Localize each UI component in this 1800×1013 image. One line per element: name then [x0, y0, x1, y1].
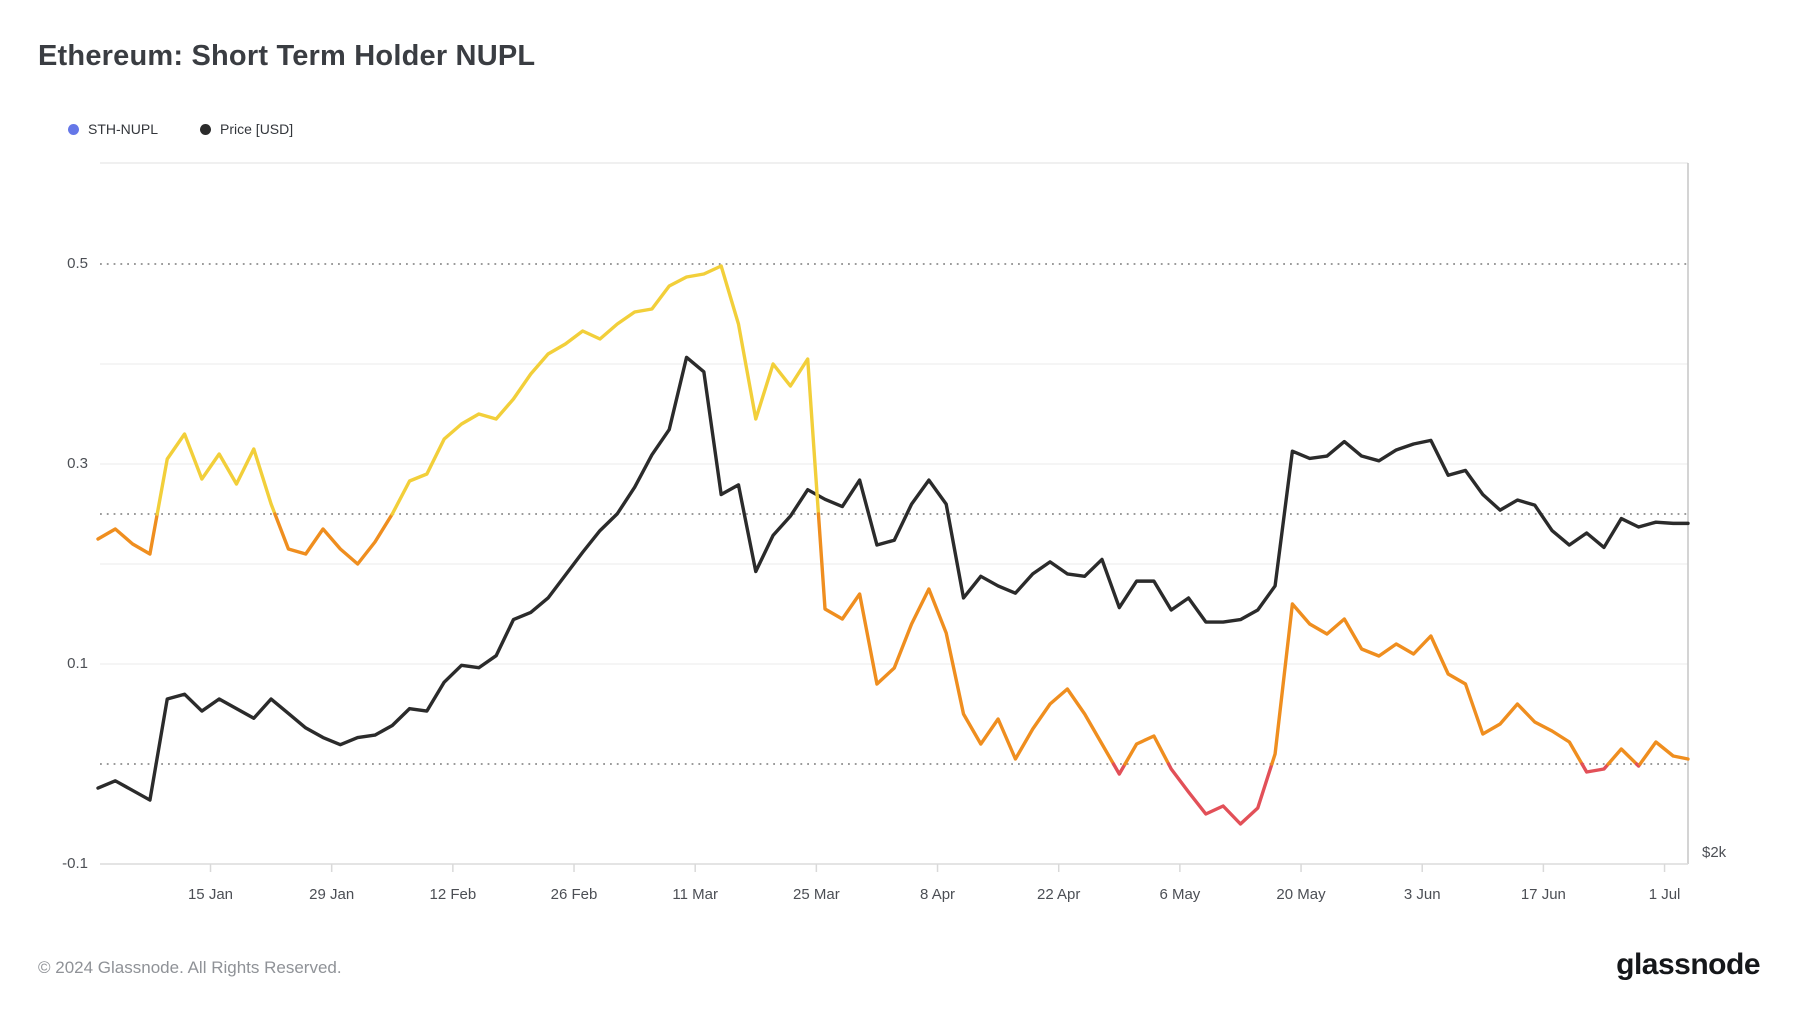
x-axis-label: 15 Jan	[187, 886, 234, 903]
legend-item-sth-nupl[interactable]: STH-NUPL	[68, 121, 158, 137]
price-series-dot-icon	[200, 123, 212, 135]
x-axis-label: 12 Feb	[429, 886, 477, 903]
y-axis-label: 0.5	[67, 255, 88, 272]
chart-legend: STH-NUPL Price [USD]	[68, 121, 293, 137]
glassnode-logo: glassnode	[1616, 948, 1760, 981]
x-axis-label: 1 Jul	[1648, 886, 1681, 903]
legend-item-price-usd[interactable]: Price [USD]	[200, 121, 293, 137]
x-axis-label: 3 Jun	[1403, 886, 1441, 903]
copyright-text: © 2024 Glassnode. All Rights Reserved.	[38, 958, 342, 977]
x-axis-label: 25 Mar	[793, 886, 840, 903]
x-axis-label: 22 Apr	[1037, 886, 1081, 903]
x-axis-label: 17 Jun	[1520, 886, 1566, 903]
x-axis-label: 20 May	[1276, 886, 1326, 903]
y-axis-label: 0.3	[67, 455, 88, 472]
y-axis-label: -0.1	[62, 855, 88, 872]
x-axis-label: 26 Feb	[550, 886, 598, 903]
x-axis-label: 11 Mar	[672, 886, 718, 903]
legend-label-price-usd: Price [USD]	[220, 121, 294, 137]
sth-nupl-series-dot-icon	[68, 123, 79, 135]
x-axis-label: 8 Apr	[920, 886, 956, 903]
x-axis-label: 29 Jan	[309, 886, 355, 903]
price-axis-label: $2k	[1702, 844, 1727, 861]
page-title: Ethereum: Short Term Holder NUPL	[38, 40, 536, 72]
legend-label-sth-nupl: STH-NUPL	[88, 121, 159, 137]
y-axis-label: 0.1	[67, 655, 88, 672]
x-axis-label: 6 May	[1159, 886, 1201, 903]
